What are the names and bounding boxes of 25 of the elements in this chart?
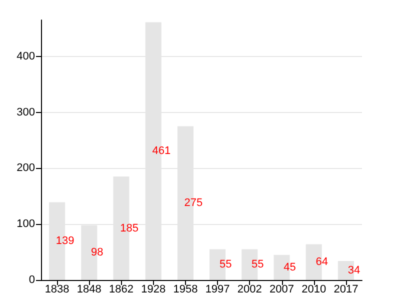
x-tick-label: 1848: [76, 284, 102, 296]
data-label: 275: [184, 197, 203, 210]
y-tick-label: 100: [16, 218, 35, 230]
x-tick-label: 1838: [44, 284, 70, 296]
x-tick-label: 2002: [237, 284, 262, 296]
data-label: 64: [316, 256, 328, 268]
x-tick-label: 2007: [270, 284, 294, 296]
y-tick-label: 200: [16, 162, 35, 174]
y-tick-label: 0: [28, 274, 35, 286]
data-label: 45: [284, 261, 296, 274]
data-label: 98: [91, 246, 104, 259]
data-label: 185: [120, 222, 138, 234]
x-tick-label: 2017: [334, 284, 358, 296]
y-tick-label: 400: [16, 50, 35, 62]
data-label: 139: [56, 235, 74, 248]
x-tick-label: 1997: [205, 284, 230, 296]
y-tick-label: 300: [16, 106, 35, 118]
data-label: 55: [219, 258, 232, 271]
data-label: 55: [252, 258, 264, 271]
x-tick-label: 1862: [109, 284, 134, 296]
x-tick-label: 1928: [141, 284, 166, 296]
data-label: 461: [152, 145, 171, 158]
data-label: 34: [348, 264, 360, 276]
x-tick-label: 1958: [173, 284, 198, 296]
x-tick-label: 2010: [302, 284, 326, 296]
